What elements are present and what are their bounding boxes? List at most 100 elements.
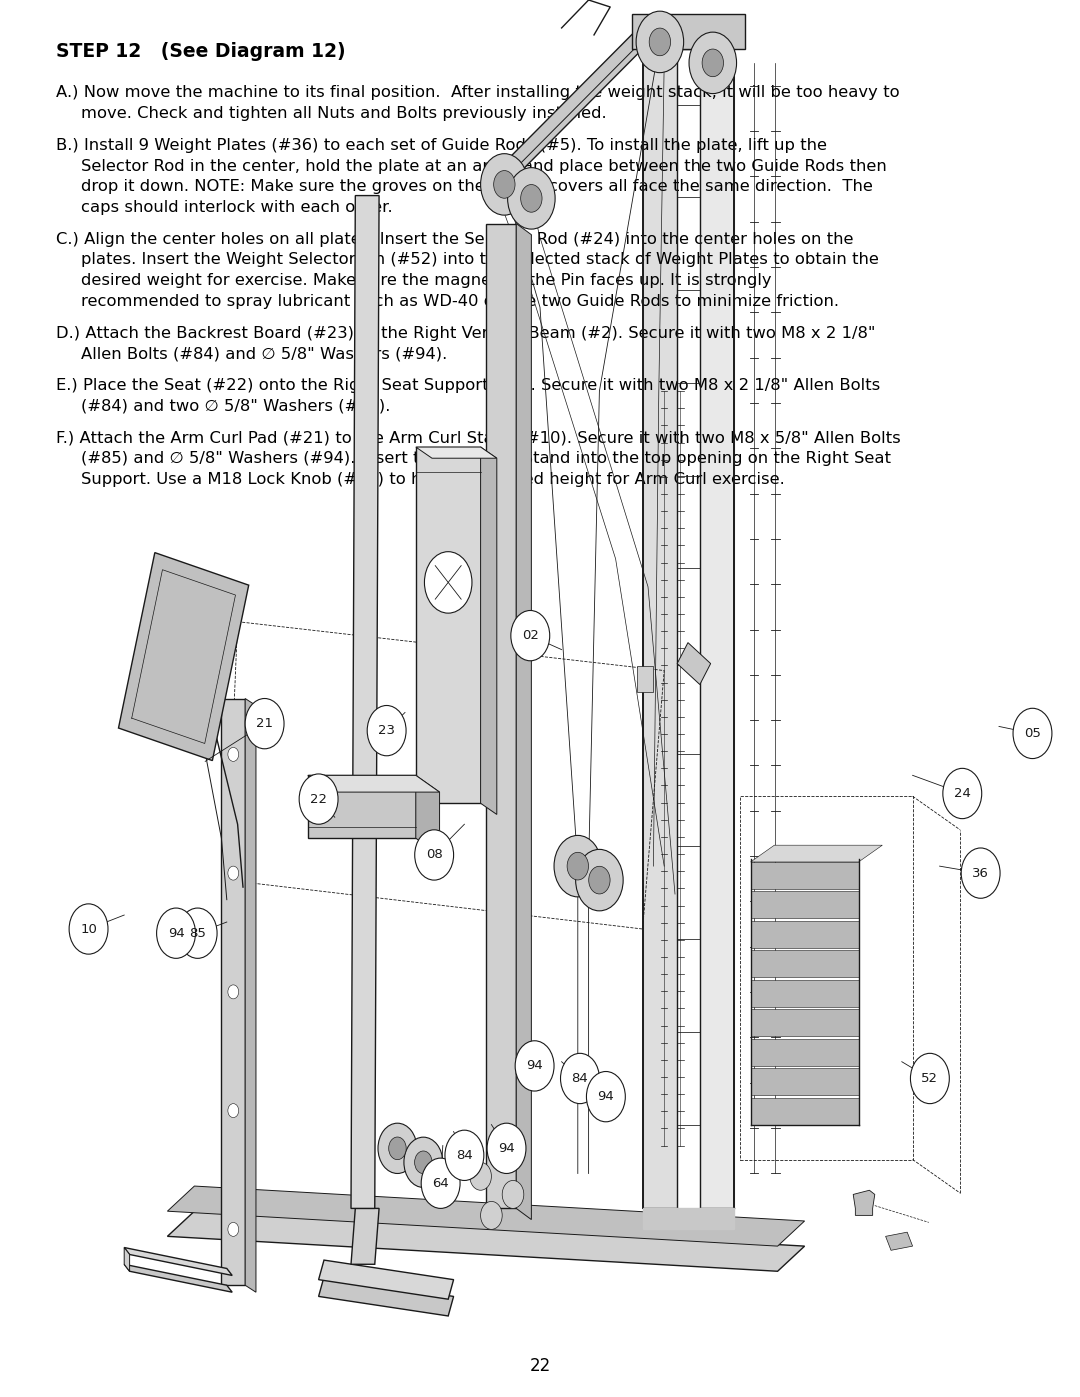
Circle shape (415, 1151, 432, 1173)
Text: 64: 64 (432, 1176, 449, 1190)
Polygon shape (351, 1208, 379, 1264)
Polygon shape (677, 643, 711, 685)
Circle shape (424, 552, 472, 613)
Text: 85: 85 (189, 926, 206, 940)
Polygon shape (751, 1039, 859, 1066)
Polygon shape (700, 49, 734, 1208)
Circle shape (689, 32, 737, 94)
Circle shape (421, 1158, 460, 1208)
Polygon shape (416, 775, 440, 855)
Text: 94: 94 (526, 1059, 543, 1073)
Polygon shape (486, 224, 516, 1208)
Circle shape (481, 154, 528, 215)
Polygon shape (481, 447, 497, 814)
Text: 21: 21 (256, 717, 273, 731)
Polygon shape (221, 698, 245, 1285)
Circle shape (943, 768, 982, 819)
Text: 52: 52 (921, 1071, 939, 1085)
Circle shape (508, 168, 555, 229)
Text: F.) Attach the Arm Curl Pad (#21) to the Arm Curl Stand (#10). Secure it with tw: F.) Attach the Arm Curl Pad (#21) to the… (56, 430, 901, 446)
Polygon shape (751, 1098, 859, 1125)
Circle shape (487, 1123, 526, 1173)
Circle shape (228, 866, 239, 880)
Text: B.) Install 9 Weight Plates (#36) to each set of Guide Rods (#5). To install the: B.) Install 9 Weight Plates (#36) to eac… (56, 138, 827, 152)
Text: 22: 22 (529, 1358, 551, 1375)
Polygon shape (853, 1190, 875, 1215)
Polygon shape (751, 1069, 859, 1095)
Circle shape (389, 1137, 406, 1160)
Circle shape (445, 1130, 484, 1180)
Circle shape (636, 11, 684, 73)
Circle shape (576, 849, 623, 911)
Text: 05: 05 (1024, 726, 1041, 740)
Polygon shape (886, 1232, 913, 1250)
Text: 84: 84 (456, 1148, 473, 1162)
Circle shape (589, 866, 610, 894)
Polygon shape (751, 921, 859, 947)
Polygon shape (319, 1277, 454, 1316)
Circle shape (245, 698, 284, 749)
Polygon shape (751, 979, 859, 1007)
Text: 22: 22 (310, 792, 327, 806)
Polygon shape (416, 447, 497, 458)
Circle shape (481, 1201, 502, 1229)
Text: 24: 24 (954, 787, 971, 800)
Circle shape (554, 835, 602, 897)
Circle shape (649, 28, 671, 56)
Polygon shape (751, 950, 859, 977)
Circle shape (228, 985, 239, 999)
Polygon shape (245, 698, 256, 1292)
Circle shape (470, 1162, 491, 1190)
Circle shape (404, 1137, 443, 1187)
Polygon shape (319, 1260, 454, 1299)
Circle shape (521, 184, 542, 212)
Text: 08: 08 (426, 848, 443, 862)
Circle shape (702, 49, 724, 77)
Polygon shape (632, 14, 745, 49)
Circle shape (228, 1222, 239, 1236)
Circle shape (378, 1123, 417, 1173)
Text: 94: 94 (498, 1141, 515, 1155)
Circle shape (69, 904, 108, 954)
Polygon shape (643, 49, 677, 1208)
Circle shape (502, 1180, 524, 1208)
Text: 84: 84 (571, 1071, 589, 1085)
Circle shape (961, 848, 1000, 898)
Polygon shape (124, 1264, 232, 1292)
Polygon shape (751, 1010, 859, 1037)
Text: 36: 36 (972, 866, 989, 880)
Text: desired weight for exercise. Make sure the magnet on the Pin faces up. It is str: desired weight for exercise. Make sure t… (81, 272, 771, 288)
Circle shape (228, 1104, 239, 1118)
Text: move. Check and tighten all Nuts and Bolts previously installed.: move. Check and tighten all Nuts and Bol… (81, 106, 607, 122)
Circle shape (1013, 708, 1052, 759)
Circle shape (511, 610, 550, 661)
Circle shape (567, 852, 589, 880)
Polygon shape (416, 447, 481, 803)
Circle shape (157, 908, 195, 958)
Text: caps should interlock with each other.: caps should interlock with each other. (81, 200, 393, 215)
Polygon shape (643, 1208, 734, 1229)
Text: 23: 23 (378, 724, 395, 738)
Polygon shape (167, 1186, 805, 1246)
Text: plates. Insert the Weight Selector Pin (#52) into the selected stack of Weight P: plates. Insert the Weight Selector Pin (… (81, 253, 879, 267)
Text: 94: 94 (597, 1090, 615, 1104)
Polygon shape (643, 35, 734, 49)
Text: 02: 02 (522, 629, 539, 643)
Text: (#84) and two ∅ 5/8" Washers (#94).: (#84) and two ∅ 5/8" Washers (#94). (81, 398, 390, 414)
Circle shape (367, 705, 406, 756)
Text: STEP 12   (See Diagram 12): STEP 12 (See Diagram 12) (56, 42, 346, 61)
Polygon shape (124, 1248, 232, 1275)
Text: 94: 94 (167, 926, 185, 940)
Text: recommended to spray lubricant such as WD-40 on the two Guide Rods to minimize f: recommended to spray lubricant such as W… (81, 293, 839, 309)
Text: A.) Now move the machine to its final position.  After installing the weight sta: A.) Now move the machine to its final po… (56, 85, 900, 101)
Polygon shape (751, 845, 882, 862)
Polygon shape (351, 196, 379, 1208)
Circle shape (415, 830, 454, 880)
Circle shape (561, 1053, 599, 1104)
Text: E.) Place the Seat (#22) onto the Right Seat Support (#8). Secure it with two M8: E.) Place the Seat (#22) onto the Right … (56, 379, 880, 393)
Polygon shape (167, 1211, 805, 1271)
Text: (#85) and ∅ 5/8" Washers (#94). Insert the Arm Curl Stand into the top opening o: (#85) and ∅ 5/8" Washers (#94). Insert t… (81, 451, 891, 467)
Circle shape (178, 908, 217, 958)
Polygon shape (751, 891, 859, 918)
Polygon shape (308, 775, 416, 838)
